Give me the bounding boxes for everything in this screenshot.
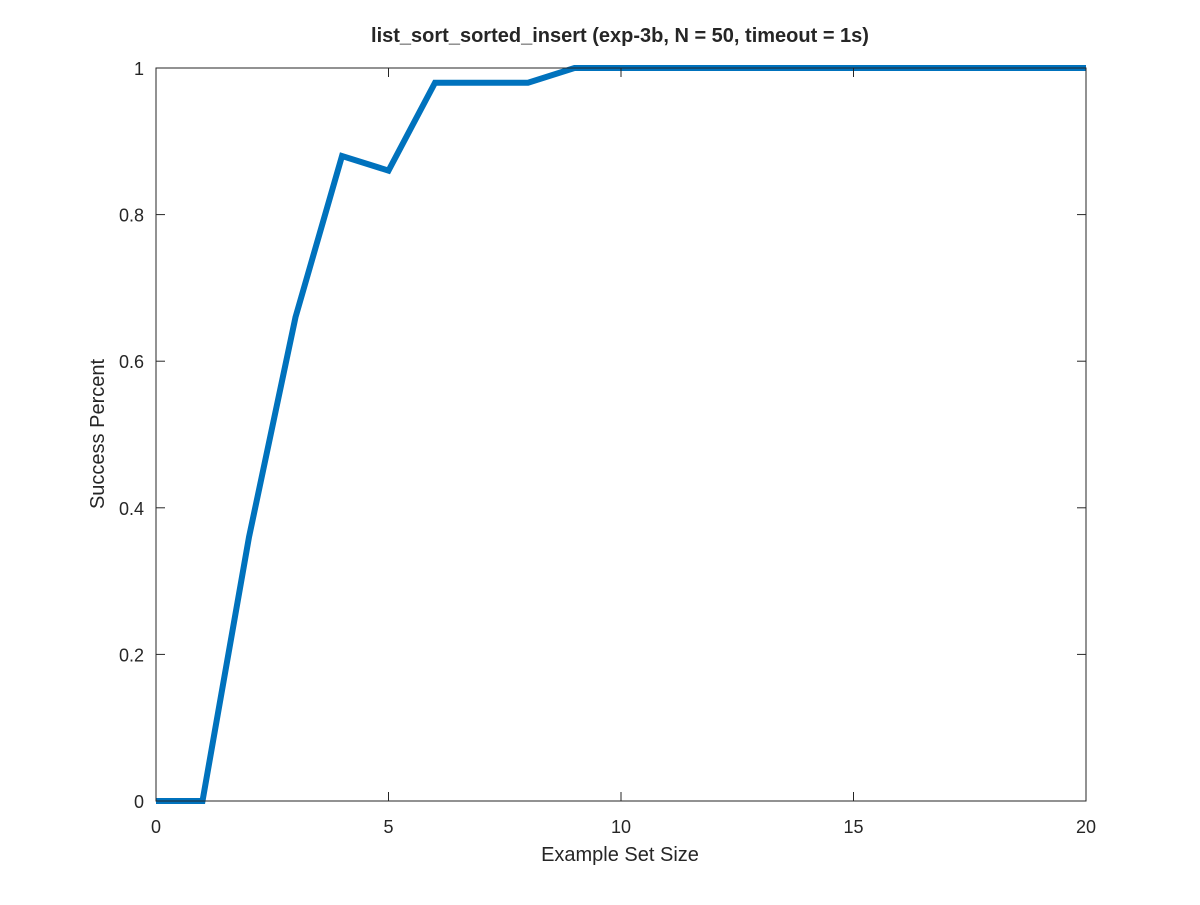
y-axis-label: Success Percent — [87, 359, 109, 510]
x-tick-label: 20 — [1076, 817, 1096, 837]
y-tick-label: 0.6 — [119, 352, 144, 372]
chart-title: list_sort_sorted_insert (exp-3b, N = 50,… — [371, 25, 869, 47]
x-tick-label: 0 — [151, 817, 161, 837]
y-tick-label: 0.2 — [119, 645, 144, 665]
plot-background — [156, 68, 1086, 801]
x-axis-label: Example Set Size — [541, 844, 699, 866]
y-tick-label: 0.4 — [119, 499, 144, 519]
axes-layer: 0 5 10 15 20 0 0.2 0.4 0.6 0.8 1 — [119, 59, 1096, 837]
x-tick-label: 15 — [843, 817, 863, 837]
y-tick-label: 1 — [134, 59, 144, 79]
x-tick-label: 10 — [611, 817, 631, 837]
y-tick-label: 0.8 — [119, 206, 144, 226]
y-tick-label: 0 — [134, 792, 144, 812]
plot-area — [156, 68, 1086, 801]
x-tick-label: 5 — [383, 817, 393, 837]
